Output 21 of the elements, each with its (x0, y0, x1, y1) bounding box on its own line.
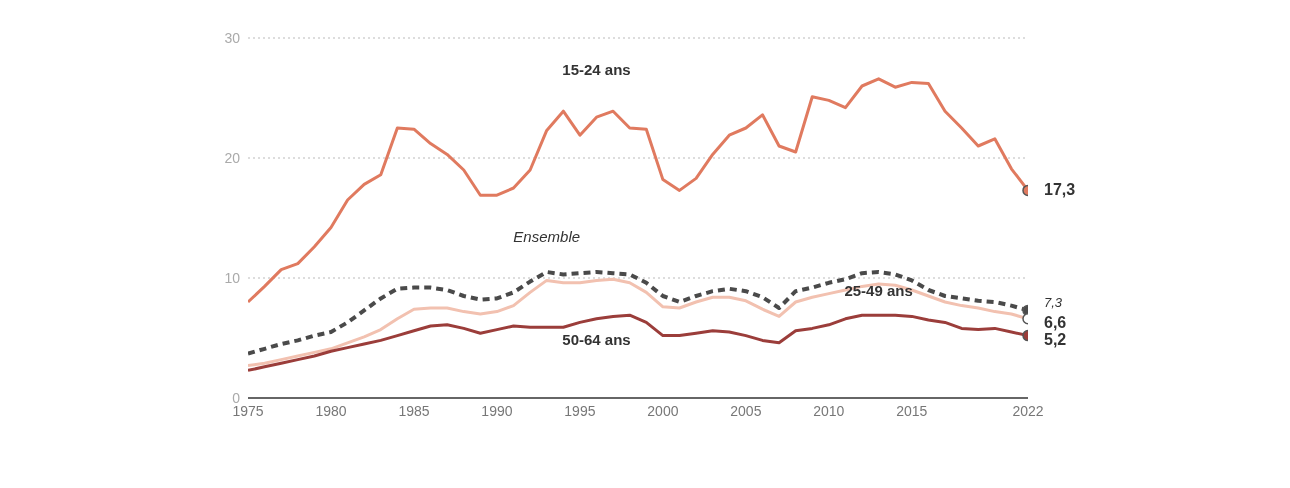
data-label: 17,3 (1044, 181, 1076, 199)
series-label: 50-64 ans (562, 330, 631, 348)
data-label: 6,6 (1044, 313, 1067, 331)
text: 15-24 ans (562, 61, 631, 79)
x-tick-label: 1995 (564, 402, 596, 419)
series-label: 25-49 ans (844, 282, 913, 299)
data-label: 5,2 (1044, 330, 1067, 348)
series-label: Ensemble (513, 228, 581, 245)
x-tick-label: 2010 (813, 402, 845, 419)
y-tick-label: 10 (224, 269, 241, 286)
x-tick-label: 1980 (315, 402, 347, 419)
y-tick-label: 20 (224, 149, 241, 166)
y-tick-label: 30 (224, 29, 241, 46)
data-label: 7,3 (1044, 295, 1063, 311)
line-series (248, 77, 1028, 304)
x-tick-label: 1990 (481, 402, 513, 419)
x-tick-label: 2005 (730, 402, 762, 419)
x-tick-label: 2022 (1012, 402, 1044, 419)
x-tick-label: 2015 (896, 402, 928, 419)
x-tick-label: 2000 (647, 402, 679, 419)
x-tick-label: 1985 (398, 402, 430, 419)
